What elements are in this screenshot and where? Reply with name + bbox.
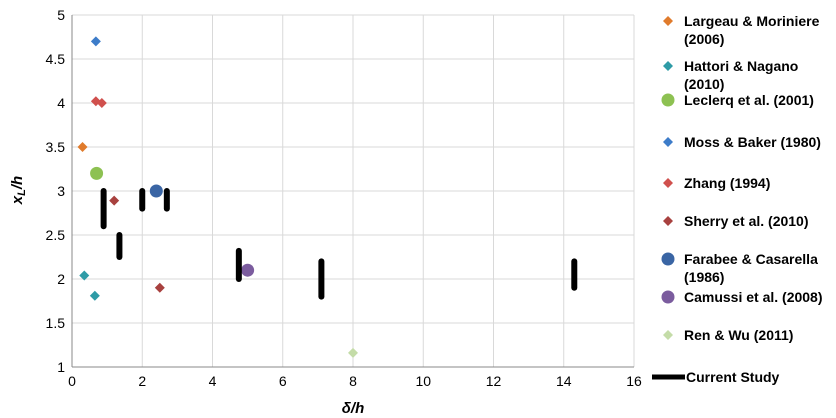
- legend-marker: [663, 61, 673, 71]
- data-marks: [77, 36, 578, 358]
- legend-label: Leclerq et al. (2001): [684, 92, 814, 108]
- legend: Largeau & Moriniere (2006) Hattori & Nagan…: [652, 13, 823, 385]
- y-tick-label: 4: [57, 95, 65, 111]
- y-tick-label: 1.5: [46, 315, 66, 331]
- legend-label: Largeau & Moriniere (2006): [684, 13, 820, 47]
- legend-marker: [663, 137, 673, 147]
- y-tick-label: 4.5: [46, 51, 66, 67]
- legend-marker: [661, 290, 675, 304]
- legend-marker: [661, 252, 675, 266]
- data-point: [241, 263, 255, 277]
- legend-label: Moss & Baker (1980): [684, 134, 821, 150]
- data-point: [90, 36, 101, 47]
- y-axis-label: xL/h: [9, 176, 28, 205]
- x-tick-label: 0: [68, 373, 76, 389]
- legend-label: Sherry et al. (2010): [684, 213, 809, 229]
- data-point: [96, 98, 107, 108]
- data-point: [77, 142, 88, 152]
- y-tick-label: 1: [57, 359, 65, 375]
- legend-label: Ren & Wu (2011): [684, 327, 793, 343]
- x-tick-label: 16: [626, 373, 642, 389]
- data-point: [79, 270, 90, 281]
- y-tick-label: 2: [57, 271, 65, 287]
- x-tick-label: 14: [556, 373, 572, 389]
- x-tick-labels: 0 2 4 6 8 10 12 14 16: [68, 373, 642, 389]
- x-tick-label: 6: [279, 373, 287, 389]
- axes: [71, 15, 634, 368]
- y-tick-labels: 1 1.5 2 2.5 3 3.5 4 4.5 5: [46, 7, 66, 375]
- legend-marker: [663, 178, 673, 188]
- legend-marker: [663, 16, 673, 26]
- legend-marker: [661, 93, 675, 107]
- legend-marker: [663, 330, 673, 340]
- x-axis-label: δ/h: [342, 400, 365, 417]
- data-point: [89, 290, 100, 301]
- x-tick-label: 2: [138, 373, 146, 389]
- data-point: [154, 282, 165, 293]
- x-tick-label: 4: [209, 373, 217, 389]
- x-tick-label: 10: [415, 373, 431, 389]
- legend-label: Camussi et al. (2008): [684, 289, 823, 305]
- x-tick-label: 12: [486, 373, 502, 389]
- data-point: [348, 347, 358, 358]
- x-tick-label: 8: [349, 373, 357, 389]
- y-tick-label: 2.5: [46, 227, 66, 243]
- legend-label: Current Study: [686, 369, 780, 385]
- legend-marker: [663, 216, 673, 226]
- legend-label: Farabee & Casarella (1986): [684, 251, 818, 285]
- y-tick-label: 5: [57, 7, 65, 23]
- legend-label: Hattori & Nagano (2010): [684, 58, 798, 92]
- data-point: [90, 166, 104, 180]
- y-tick-label: 3.5: [46, 139, 66, 155]
- grid-lines: [71, 14, 635, 368]
- data-point: [109, 195, 120, 206]
- y-tick-label: 3: [57, 183, 65, 199]
- data-point: [149, 184, 163, 198]
- legend-label: Zhang (1994): [684, 175, 770, 191]
